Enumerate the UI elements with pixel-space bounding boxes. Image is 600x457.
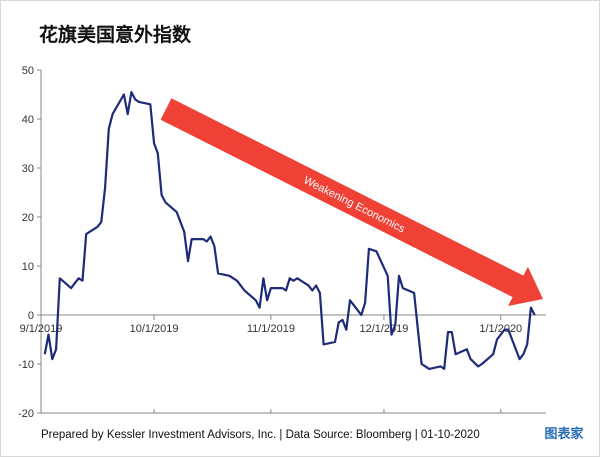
x-tick-label: 9/1/2019 [20, 323, 63, 335]
x-tick-label: 1/1/2020 [479, 323, 522, 335]
x-tick-label: 10/1/2019 [130, 323, 179, 335]
logo: 图表家 [544, 426, 584, 442]
x-tick-label: 12/1/2019 [359, 323, 408, 335]
y-tick-label: 20 [22, 212, 34, 224]
series-line [43, 91, 536, 370]
y-tick-label: 10 [22, 261, 34, 273]
source-note: Prepared by Kessler Investment Advisors,… [41, 429, 480, 441]
annotation: Weakening Economics [301, 174, 407, 235]
y-tick-label: -10 [18, 359, 34, 371]
y-tick-label: 30 [22, 163, 34, 175]
chart-title: 花旗美国意外指数 [39, 23, 192, 46]
y-tick-label: 50 [22, 65, 34, 77]
trend-arrow: Weakening Economics [160, 98, 543, 307]
y-tick-label: 0 [28, 310, 34, 322]
y-tick-label: 40 [22, 114, 34, 126]
y-tick-label: -20 [18, 408, 34, 420]
arrow-shape [160, 98, 543, 307]
x-tick-label: 11/1/2019 [247, 323, 295, 335]
